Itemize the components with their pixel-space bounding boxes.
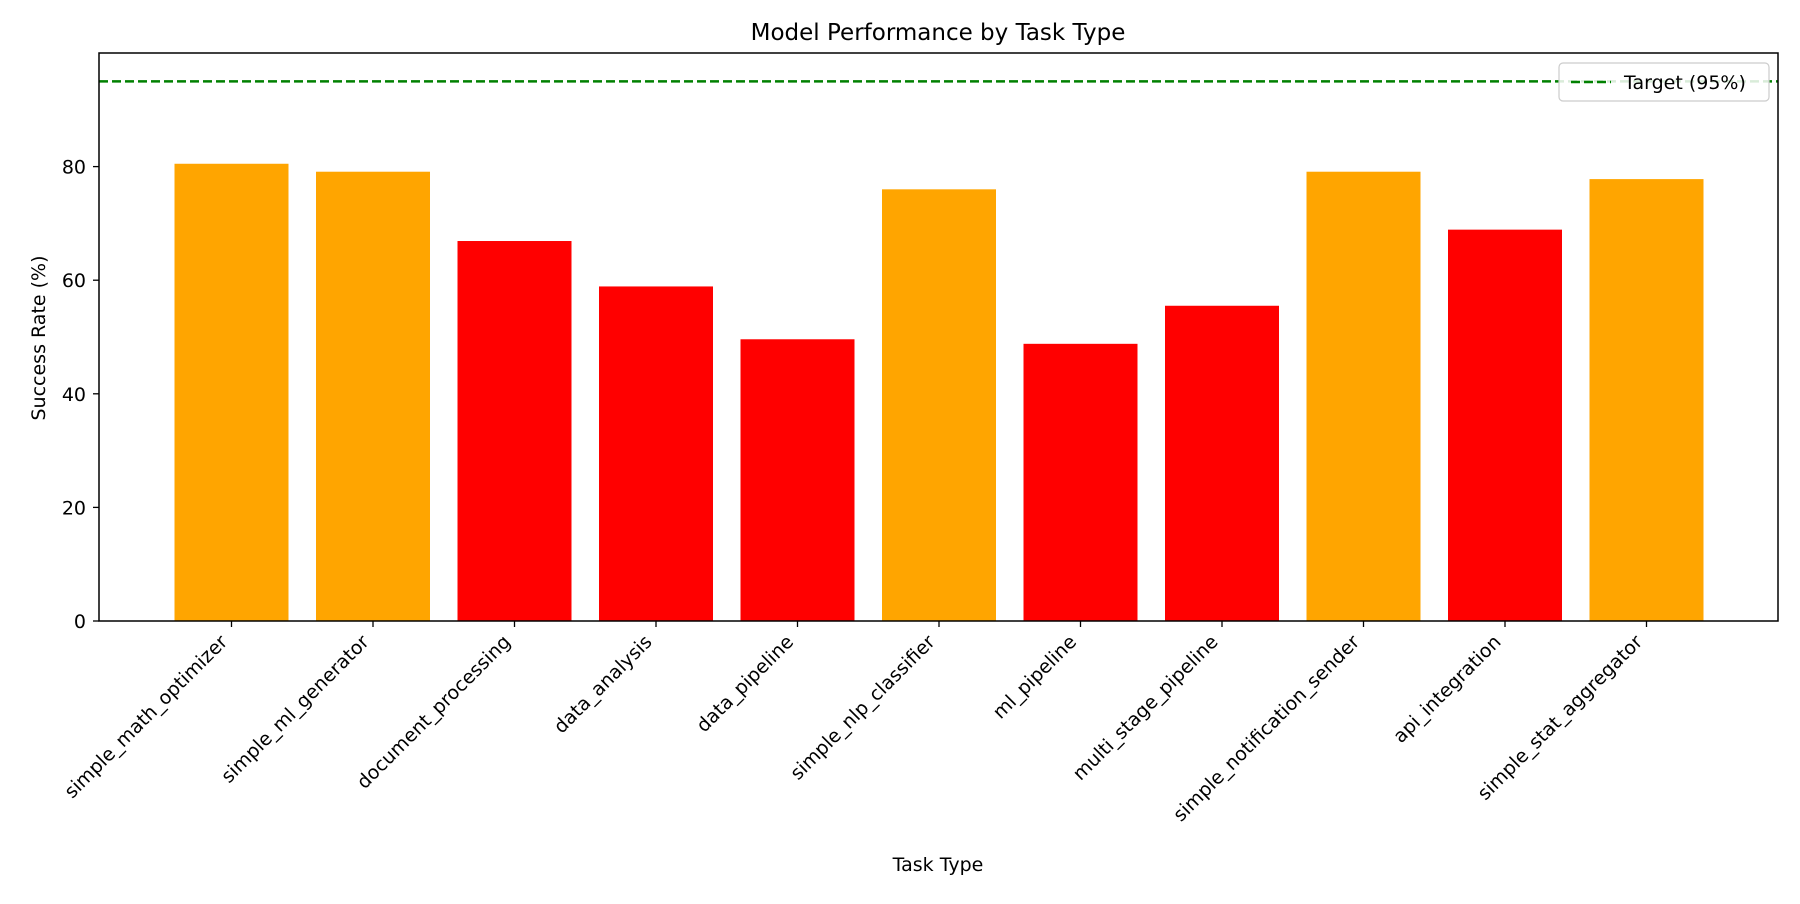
- y-tick-label: 40: [62, 384, 86, 406]
- y-axis-label: Success Rate (%): [28, 255, 50, 420]
- bar-data-analysis: [599, 286, 713, 621]
- x-tick-label: simple_stat_aggregator: [1473, 631, 1647, 805]
- bar-simple-stat-aggregator: [1589, 179, 1704, 621]
- bar-ml-pipeline: [1023, 343, 1138, 621]
- x-tick-label: api_integration: [1389, 631, 1506, 748]
- x-tick-label: multi_stage_pipeline: [1069, 631, 1223, 785]
- chart-title: Model Performance by Task Type: [751, 20, 1126, 46]
- bar-data-pipeline: [740, 339, 855, 621]
- bar-simple-nlp-classifier: [882, 189, 996, 621]
- x-tick-label: simple_ml_generator: [217, 631, 374, 788]
- bar-api-integration: [1448, 229, 1562, 621]
- x-tick-label: simple_math_optimizer: [60, 631, 232, 803]
- x-tick-label: data_pipeline: [692, 631, 798, 737]
- plot-area: 0 20 40 60 80 simple_math_optimizersimple_ml_…: [60, 52, 1779, 826]
- bar-simple-math-optimizer: [174, 163, 289, 621]
- y-tick-label: 60: [62, 270, 86, 292]
- x-tick-label: document_processing: [353, 631, 515, 793]
- x-tick-label: simple_nlp_classifier: [786, 631, 940, 785]
- x-tick-label: data_analysis: [550, 631, 657, 738]
- y-tick-label: 0: [74, 611, 86, 633]
- y-tick-label: 80: [62, 157, 86, 179]
- bar-simple-notification-sender: [1306, 171, 1421, 621]
- bar-document-processing: [457, 241, 572, 621]
- bar-multi-stage-pipeline: [1165, 305, 1279, 621]
- legend: Target (95%): [1558, 62, 1770, 102]
- x-axis-label: Task Type: [892, 854, 984, 876]
- y-tick-label: 20: [62, 497, 86, 519]
- bar-simple-ml-generator: [316, 171, 430, 621]
- x-tick-label: ml_pipeline: [989, 631, 1081, 723]
- legend-target-label: Target (95%): [1623, 72, 1746, 94]
- legend-box: [1558, 62, 1770, 102]
